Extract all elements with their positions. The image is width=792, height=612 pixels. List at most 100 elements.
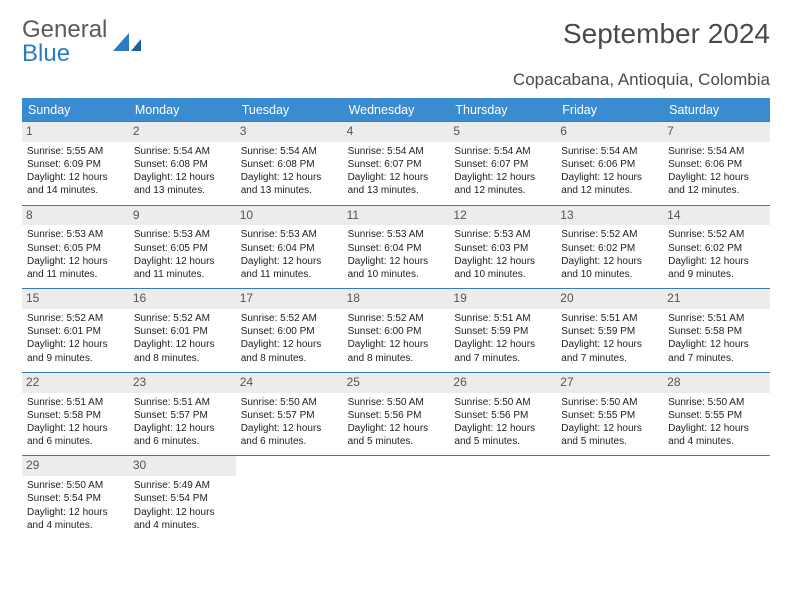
logo-word-2: Blue [22, 40, 70, 67]
day-number: 16 [129, 289, 236, 309]
daylight-line: and 11 minutes. [241, 268, 338, 281]
calendar-cell-empty [449, 455, 556, 539]
day-number: 1 [22, 122, 129, 142]
calendar-cell: 24Sunrise: 5:50 AMSunset: 5:57 PMDayligh… [236, 372, 343, 456]
daylight-line: and 11 minutes. [134, 268, 231, 281]
day-number: 19 [449, 289, 556, 309]
calendar-cell-empty [236, 455, 343, 539]
daylight-line: and 13 minutes. [241, 184, 338, 197]
calendar-cell: 13Sunrise: 5:52 AMSunset: 6:02 PMDayligh… [556, 205, 663, 289]
daylight-line: and 7 minutes. [668, 352, 765, 365]
daylight-line: Daylight: 12 hours [454, 171, 551, 184]
sunrise-line: Sunrise: 5:51 AM [454, 312, 551, 325]
sunrise-line: Sunrise: 5:50 AM [561, 396, 658, 409]
daylight-line: and 13 minutes. [134, 184, 231, 197]
logo-text: General Blue [22, 18, 107, 66]
sunrise-line: Sunrise: 5:54 AM [561, 145, 658, 158]
sunset-line: Sunset: 5:56 PM [348, 409, 445, 422]
sunset-line: Sunset: 6:04 PM [241, 242, 338, 255]
day-number: 15 [22, 289, 129, 309]
daylight-line: Daylight: 12 hours [668, 171, 765, 184]
day-number: 12 [449, 206, 556, 226]
daylight-line: Daylight: 12 hours [27, 171, 124, 184]
sunset-line: Sunset: 5:54 PM [134, 492, 231, 505]
sunset-line: Sunset: 5:55 PM [561, 409, 658, 422]
calendar-cell: 26Sunrise: 5:50 AMSunset: 5:56 PMDayligh… [449, 372, 556, 456]
daylight-line: and 5 minutes. [348, 435, 445, 448]
daylight-line: and 13 minutes. [348, 184, 445, 197]
sunset-line: Sunset: 5:56 PM [454, 409, 551, 422]
sunrise-line: Sunrise: 5:54 AM [454, 145, 551, 158]
calendar-cell: 4Sunrise: 5:54 AMSunset: 6:07 PMDaylight… [343, 121, 450, 205]
daylight-line: Daylight: 12 hours [454, 255, 551, 268]
sunset-line: Sunset: 6:09 PM [27, 158, 124, 171]
calendar-cell: 19Sunrise: 5:51 AMSunset: 5:59 PMDayligh… [449, 288, 556, 372]
daylight-line: and 4 minutes. [134, 519, 231, 532]
daylight-line: Daylight: 12 hours [27, 422, 124, 435]
daylight-line: Daylight: 12 hours [134, 338, 231, 351]
sunset-line: Sunset: 5:59 PM [561, 325, 658, 338]
sunset-line: Sunset: 6:01 PM [27, 325, 124, 338]
sunrise-line: Sunrise: 5:52 AM [561, 228, 658, 241]
sunset-line: Sunset: 6:08 PM [241, 158, 338, 171]
day-number: 22 [22, 373, 129, 393]
sunrise-line: Sunrise: 5:54 AM [134, 145, 231, 158]
sunrise-line: Sunrise: 5:50 AM [241, 396, 338, 409]
daylight-line: and 12 minutes. [454, 184, 551, 197]
sunset-line: Sunset: 6:06 PM [561, 158, 658, 171]
sunrise-line: Sunrise: 5:50 AM [454, 396, 551, 409]
sunrise-line: Sunrise: 5:52 AM [27, 312, 124, 325]
sunrise-line: Sunrise: 5:51 AM [561, 312, 658, 325]
sunset-line: Sunset: 6:08 PM [134, 158, 231, 171]
sunrise-line: Sunrise: 5:53 AM [134, 228, 231, 241]
calendar-cell: 17Sunrise: 5:52 AMSunset: 6:00 PMDayligh… [236, 288, 343, 372]
sunset-line: Sunset: 5:58 PM [668, 325, 765, 338]
daylight-line: and 4 minutes. [27, 519, 124, 532]
daylight-line: and 11 minutes. [27, 268, 124, 281]
daylight-line: Daylight: 12 hours [348, 255, 445, 268]
daylight-line: Daylight: 12 hours [454, 422, 551, 435]
calendar-cell: 5 Sunrise: 5:54 AMSunset: 6:07 PMDaylight… [449, 121, 556, 205]
day-number: 13 [556, 206, 663, 226]
calendar-cell: 20Sunrise: 5:51 AMSunset: 5:59 PMDayligh… [556, 288, 663, 372]
sunset-line: Sunset: 5:54 PM [27, 492, 124, 505]
day-number: 7 [663, 122, 770, 142]
sunrise-line: Sunrise: 5:52 AM [134, 312, 231, 325]
sunset-line: Sunset: 5:59 PM [454, 325, 551, 338]
sunrise-line: Sunrise: 5:51 AM [134, 396, 231, 409]
sunset-line: Sunset: 5:58 PM [27, 409, 124, 422]
sunset-line: Sunset: 6:05 PM [134, 242, 231, 255]
day-header: Wednesday [343, 98, 450, 121]
calendar-cell-empty [556, 455, 663, 539]
day-number: 27 [556, 373, 663, 393]
day-header: Friday [556, 98, 663, 121]
daylight-line: and 9 minutes. [668, 268, 765, 281]
daylight-line: and 9 minutes. [27, 352, 124, 365]
location: Copacabana, Antioquia, Colombia [22, 70, 770, 90]
day-number: 29 [22, 456, 129, 476]
calendar-cell: 14Sunrise: 5:52 AMSunset: 6:02 PMDayligh… [663, 205, 770, 289]
calendar-cell: 21Sunrise: 5:51 AMSunset: 5:58 PMDayligh… [663, 288, 770, 372]
calendar-grid: SundayMondayTuesdayWednesdayThursdayFrid… [22, 98, 770, 539]
sunrise-line: Sunrise: 5:52 AM [668, 228, 765, 241]
daylight-line: Daylight: 12 hours [561, 422, 658, 435]
sunset-line: Sunset: 6:02 PM [561, 242, 658, 255]
sunrise-line: Sunrise: 5:52 AM [241, 312, 338, 325]
day-number: 5 [449, 122, 556, 142]
daylight-line: Daylight: 12 hours [348, 338, 445, 351]
day-number: 10 [236, 206, 343, 226]
calendar-cell: 7Sunrise: 5:54 AMSunset: 6:06 PMDaylight… [663, 121, 770, 205]
daylight-line: Daylight: 12 hours [134, 171, 231, 184]
calendar-cell-empty [663, 455, 770, 539]
calendar-cell: 22Sunrise: 5:51 AMSunset: 5:58 PMDayligh… [22, 372, 129, 456]
calendar-cell: 1Sunrise: 5:55 AMSunset: 6:09 PMDaylight… [22, 121, 129, 205]
sunset-line: Sunset: 6:07 PM [454, 158, 551, 171]
sunset-line: Sunset: 6:03 PM [454, 242, 551, 255]
sunset-line: Sunset: 6:02 PM [668, 242, 765, 255]
calendar-cell: 2Sunrise: 5:54 AMSunset: 6:08 PMDaylight… [129, 121, 236, 205]
sunset-line: Sunset: 6:00 PM [348, 325, 445, 338]
daylight-line: and 8 minutes. [241, 352, 338, 365]
daylight-line: Daylight: 12 hours [241, 171, 338, 184]
daylight-line: Daylight: 12 hours [134, 255, 231, 268]
daylight-line: Daylight: 12 hours [668, 338, 765, 351]
